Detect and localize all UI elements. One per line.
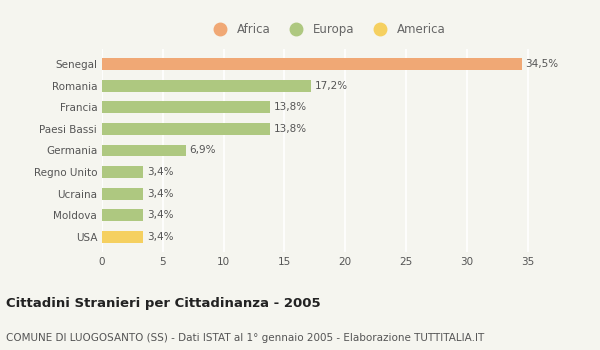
Text: 3,4%: 3,4% [147, 232, 173, 242]
Bar [102, 209, 143, 221]
Bar [102, 166, 143, 178]
Text: Cittadini Stranieri per Cittadinanza - 2005: Cittadini Stranieri per Cittadinanza - 2… [6, 297, 320, 310]
Text: 13,8%: 13,8% [274, 124, 307, 134]
Text: 17,2%: 17,2% [315, 81, 348, 91]
Text: 6,9%: 6,9% [190, 146, 216, 155]
Bar [102, 123, 270, 135]
Bar [102, 102, 270, 113]
Text: 34,5%: 34,5% [525, 59, 559, 69]
Bar [102, 188, 143, 200]
Bar [102, 58, 521, 70]
Text: 3,4%: 3,4% [147, 189, 173, 199]
Bar [102, 231, 143, 243]
Text: 3,4%: 3,4% [147, 167, 173, 177]
Text: 13,8%: 13,8% [274, 102, 307, 112]
Text: COMUNE DI LUOGOSANTO (SS) - Dati ISTAT al 1° gennaio 2005 - Elaborazione TUTTITA: COMUNE DI LUOGOSANTO (SS) - Dati ISTAT a… [6, 333, 484, 343]
Bar [102, 145, 186, 156]
Text: 3,4%: 3,4% [147, 210, 173, 220]
Legend: Africa, Europa, America: Africa, Europa, America [203, 18, 451, 41]
Bar [102, 80, 311, 92]
